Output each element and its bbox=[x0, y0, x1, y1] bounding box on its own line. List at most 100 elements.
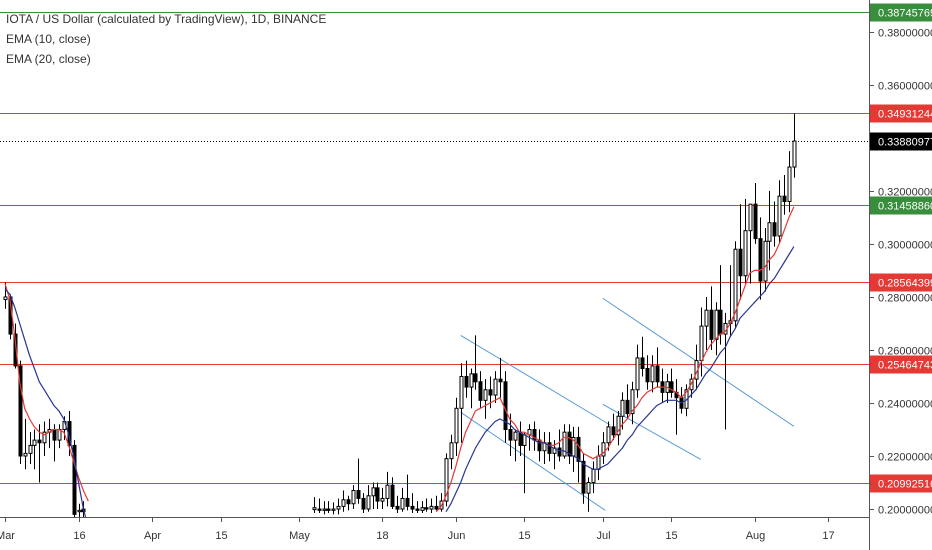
candle-down bbox=[669, 381, 674, 393]
candle-up bbox=[733, 248, 738, 322]
candle-up bbox=[322, 508, 327, 511]
candle-up bbox=[23, 452, 28, 457]
candle-up bbox=[635, 357, 640, 391]
candle-up bbox=[331, 508, 336, 511]
y-tick-label: 0.36000000 bbox=[878, 81, 932, 93]
level-label-text: 0.20992516 bbox=[878, 479, 932, 491]
candle-down bbox=[18, 365, 23, 457]
x-tick-label: Jul bbox=[596, 530, 610, 542]
level-label-box bbox=[870, 196, 932, 215]
candle-up bbox=[449, 442, 454, 460]
candle-down bbox=[37, 439, 42, 444]
y-tick-label: 0.24000000 bbox=[878, 399, 932, 411]
candle-up bbox=[743, 230, 748, 277]
candle-down bbox=[375, 487, 380, 502]
candle-up bbox=[650, 365, 655, 383]
candle-up bbox=[469, 373, 474, 388]
candle-up bbox=[57, 429, 62, 441]
ema-20-line bbox=[4, 288, 87, 517]
candle-up bbox=[616, 415, 621, 436]
x-tick-label: Mar bbox=[0, 530, 15, 542]
level-label-text: 0.25464743 bbox=[878, 360, 932, 372]
candle-down bbox=[772, 222, 777, 237]
candle-down bbox=[718, 309, 723, 335]
candle-down bbox=[415, 508, 420, 511]
candle-down bbox=[473, 373, 478, 383]
y-tick-label: 0.28000000 bbox=[878, 293, 932, 305]
candle-down bbox=[557, 447, 562, 457]
candle-up bbox=[704, 309, 709, 327]
candle-up bbox=[562, 431, 567, 457]
ema-10-line bbox=[4, 283, 89, 502]
candle-up bbox=[371, 487, 376, 497]
candle-up bbox=[792, 140, 797, 168]
ema-lines bbox=[4, 206, 795, 517]
x-tick-label: 15 bbox=[215, 530, 227, 542]
candle-down bbox=[640, 357, 645, 370]
candle-up bbox=[748, 203, 753, 232]
candle-up bbox=[400, 497, 405, 510]
candle-down bbox=[405, 497, 410, 507]
y-tick-label: 0.22000000 bbox=[878, 452, 932, 464]
candle-up bbox=[77, 509, 82, 513]
candle-down bbox=[72, 444, 77, 515]
candle-up bbox=[312, 507, 317, 511]
candle-up bbox=[591, 468, 596, 484]
x-tick-label: 18 bbox=[376, 530, 388, 542]
candle-up bbox=[28, 444, 33, 454]
x-tick-label: 16 bbox=[73, 530, 85, 542]
candle-down bbox=[326, 508, 331, 511]
candle-down bbox=[317, 508, 322, 511]
candle-up bbox=[763, 240, 768, 282]
candle-up bbox=[385, 484, 390, 499]
candle-up bbox=[380, 497, 385, 502]
level-price-label: 0.31458860 bbox=[870, 196, 932, 215]
candle-up bbox=[341, 499, 346, 507]
candle-up bbox=[420, 507, 425, 511]
level-price-label: 0.28564399 bbox=[870, 273, 932, 292]
level-price-label: 0.25464743 bbox=[870, 355, 932, 374]
chart-title: IOTA / US Dollar (calculated by TradingV… bbox=[6, 12, 327, 26]
candle-down bbox=[645, 368, 650, 383]
y-tick-label: 0.30000000 bbox=[878, 240, 932, 252]
candle-up bbox=[513, 431, 518, 441]
level-price-label: 0.20992516 bbox=[870, 474, 932, 493]
candle-up bbox=[351, 489, 356, 505]
candle-up bbox=[606, 426, 611, 444]
x-tick-label: Jun bbox=[448, 530, 466, 542]
level-price-label: 0.38745769 bbox=[870, 3, 932, 22]
candle-up bbox=[459, 375, 464, 409]
candle-down bbox=[390, 484, 395, 507]
candle-down bbox=[576, 436, 581, 462]
trend-line-0 bbox=[460, 334, 611, 426]
candle-down bbox=[753, 203, 758, 240]
candle-up bbox=[32, 439, 37, 446]
candle-down bbox=[361, 497, 366, 510]
x-tick-label: May bbox=[289, 530, 310, 542]
candle-down bbox=[488, 389, 493, 396]
x-tick-label: Aug bbox=[746, 530, 766, 542]
candle-down bbox=[782, 195, 787, 202]
legend-ema-20: EMA (20, close) bbox=[6, 52, 91, 66]
candle-down bbox=[625, 399, 630, 415]
candle-down bbox=[567, 431, 572, 457]
candle-down bbox=[410, 505, 415, 510]
candle-up bbox=[714, 309, 719, 340]
level-lines bbox=[0, 12, 869, 484]
candle-down bbox=[758, 238, 763, 282]
candle-up bbox=[3, 296, 8, 301]
candle-down bbox=[346, 499, 351, 505]
x-tick-label: 17 bbox=[822, 530, 834, 542]
candle-down bbox=[13, 333, 18, 367]
level-label-text: 0.31458860 bbox=[878, 201, 932, 213]
y-tick-label: 0.38000000 bbox=[878, 28, 932, 40]
x-tick-label: 15 bbox=[665, 530, 677, 542]
trend-line-2 bbox=[602, 403, 702, 460]
candle-up bbox=[601, 442, 606, 457]
level-label-text: 0.38745769 bbox=[878, 8, 932, 20]
candle-up bbox=[336, 505, 341, 510]
x-tick-label: 15 bbox=[518, 530, 530, 542]
y-tick-label: 0.20000000 bbox=[878, 505, 932, 517]
